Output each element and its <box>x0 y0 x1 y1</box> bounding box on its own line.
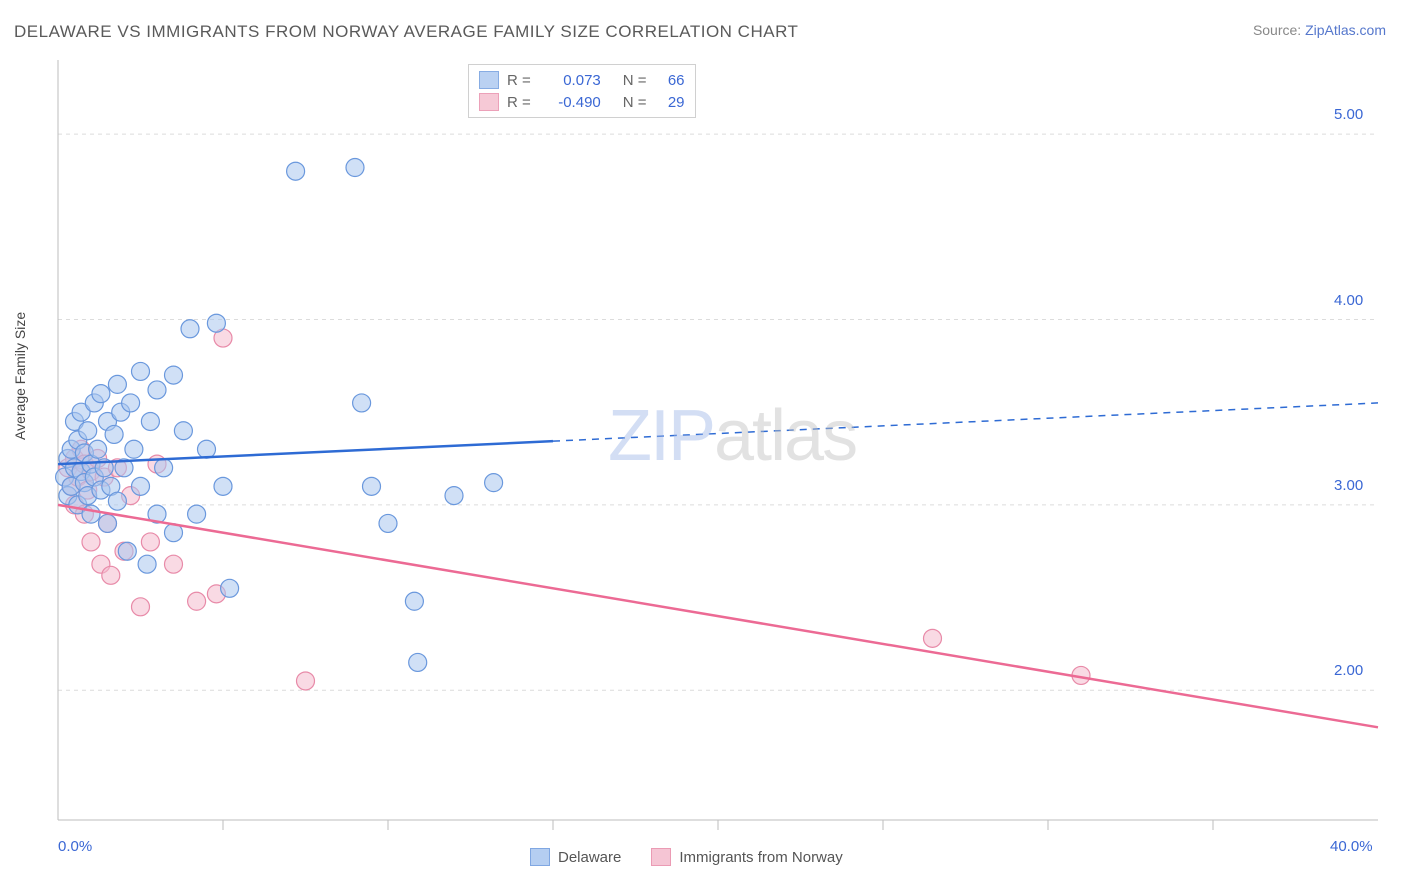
legend-label: Delaware <box>558 849 621 866</box>
y-tick: 2.00 <box>1334 662 1363 679</box>
legend-item: Delaware <box>530 848 621 866</box>
legend-r-value: -0.490 <box>539 94 601 111</box>
legend-item: Immigrants from Norway <box>651 848 842 866</box>
source-attribution: Source: ZipAtlas.com <box>1253 22 1386 38</box>
legend-row: R = -0.490 N = 29 <box>479 91 685 113</box>
legend-r-label: R = <box>507 72 531 89</box>
legend-n-value: 29 <box>655 94 685 111</box>
legend-swatch <box>530 848 550 866</box>
legend-swatch <box>479 93 499 111</box>
series-legend: Delaware Immigrants from Norway <box>530 848 843 866</box>
legend-n-label: N = <box>623 94 647 111</box>
source-label: Source: <box>1253 22 1301 38</box>
watermark: ZIPatlas <box>608 395 856 477</box>
y-tick: 5.00 <box>1334 106 1363 123</box>
legend-row: R = 0.073 N = 66 <box>479 69 685 91</box>
x-tick: 40.0% <box>1330 838 1373 855</box>
chart-title: DELAWARE VS IMMIGRANTS FROM NORWAY AVERA… <box>14 22 798 42</box>
chart-area: ZIPatlas R = 0.073 N = 66 R = -0.490 N = 29 <box>48 60 1388 830</box>
legend-n-label: N = <box>623 72 647 89</box>
watermark-bold: ZIP <box>608 396 714 476</box>
y-tick: 4.00 <box>1334 292 1363 309</box>
y-tick: 3.00 <box>1334 477 1363 494</box>
legend-r-value: 0.073 <box>539 72 601 89</box>
legend-r-label: R = <box>507 94 531 111</box>
source-link[interactable]: ZipAtlas.com <box>1305 22 1386 38</box>
legend-swatch <box>651 848 671 866</box>
watermark-light: atlas <box>714 396 856 476</box>
legend-n-value: 66 <box>655 72 685 89</box>
y-axis-label: Average Family Size <box>12 312 28 440</box>
legend-swatch <box>479 71 499 89</box>
legend-label: Immigrants from Norway <box>679 849 842 866</box>
x-tick: 0.0% <box>58 838 92 855</box>
correlation-legend: R = 0.073 N = 66 R = -0.490 N = 29 <box>468 64 696 118</box>
